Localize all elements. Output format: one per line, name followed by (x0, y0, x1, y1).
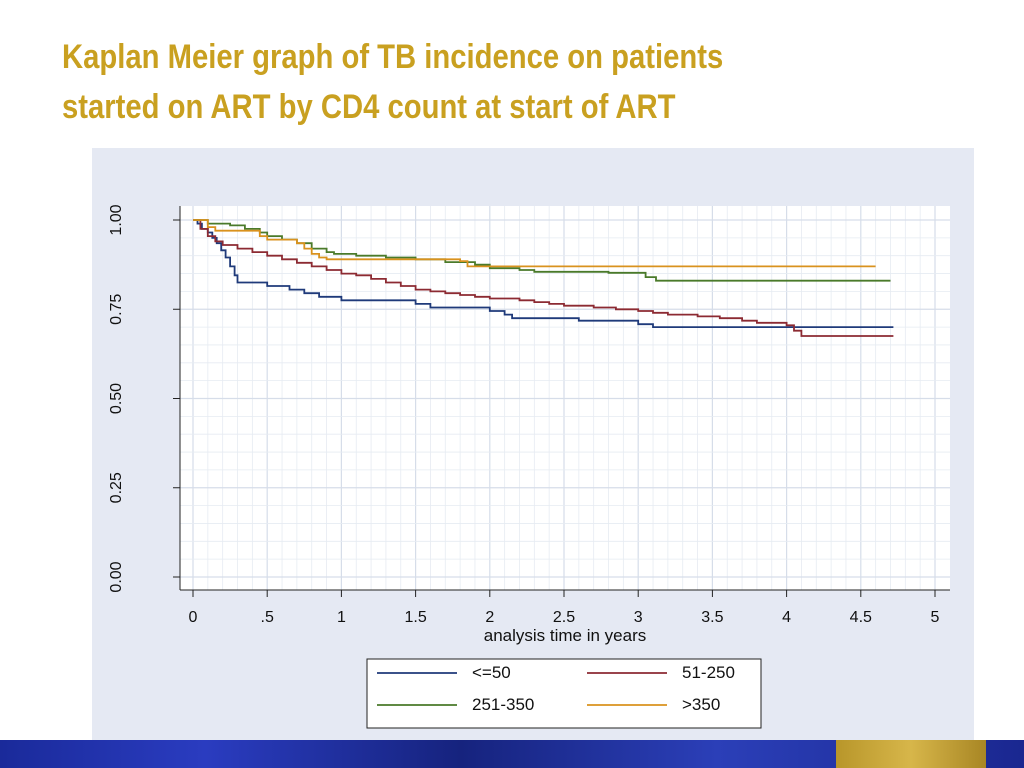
x-tick-label: 2.5 (553, 609, 575, 626)
legend-label-1: <=50 (472, 663, 511, 682)
legend-label-3: 251-350 (472, 695, 534, 714)
series-line-4 (193, 219, 876, 268)
legend-label-4: >350 (682, 695, 720, 714)
y-tick-label: 0.25 (108, 472, 125, 503)
bottom-decorative-bar (0, 740, 1024, 768)
x-tick-label: 1 (337, 609, 346, 626)
y-tick-label: 0.00 (108, 561, 125, 592)
series-lines (193, 219, 894, 337)
kaplan-meier-chart: 0 .5 1 1.5 2 2.5 3 3.5 4 4.5 5 0.00 0.25 0.50 0.75 1.0… (108, 204, 950, 729)
y-tick-label: 1.00 (108, 204, 125, 235)
legend-box (366, 658, 762, 729)
x-tick-label: .5 (261, 609, 274, 626)
x-tick-label: 2 (485, 609, 494, 626)
slide-title: Kaplan Meier graph of TB incidence on pa… (62, 32, 836, 132)
y-tick-label: 0.75 (108, 294, 125, 325)
y-tick-label: 0.50 (108, 383, 125, 414)
bottom-gold-accent (836, 740, 986, 768)
grid-lines (180, 206, 950, 590)
x-tick-label: 4 (782, 609, 791, 626)
x-tick-label: 0 (189, 609, 198, 626)
y-ticks: 0.00 0.25 0.50 0.75 1.00 (108, 204, 180, 593)
series-line-3 (193, 219, 891, 282)
x-tick-label: 4.5 (850, 609, 872, 626)
x-tick-label: 3.5 (701, 609, 723, 626)
chart-panel: 0 .5 1 1.5 2 2.5 3 3.5 4 4.5 5 0.00 0.25 0.50 0.75 1.0… (92, 148, 974, 756)
slide-title-line-1: Kaplan Meier graph of TB incidence on pa… (62, 38, 724, 76)
x-axis-label: analysis time in years (484, 626, 647, 645)
slide-title-line-2: started on ART by CD4 count at start of … (62, 88, 676, 126)
legend-label-2: 51-250 (682, 663, 735, 682)
series-line-2 (193, 219, 894, 337)
x-tick-label: 3 (634, 609, 643, 626)
legend: <=50 51-250 251-350 >350 (366, 658, 762, 729)
x-ticks: 0 .5 1 1.5 2 2.5 3 3.5 4 4.5 5 (189, 590, 940, 626)
x-tick-label: 5 (931, 609, 940, 626)
x-tick-label: 1.5 (404, 609, 426, 626)
